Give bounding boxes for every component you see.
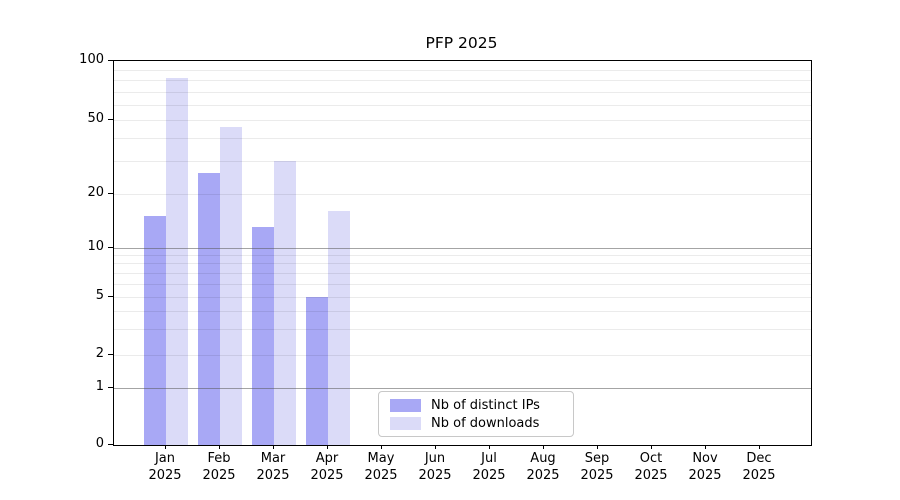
x-tick-label-jan: Jan 2025 (148, 451, 182, 483)
y-tick-mark (108, 60, 113, 62)
legend-label-downloads: Nb of downloads (431, 415, 540, 431)
y-tick-label-5: 5 (95, 288, 104, 303)
x-tick-label-apr: Apr 2025 (310, 451, 344, 483)
gridline-minor (114, 138, 811, 139)
x-tick-label-oct: Oct 2025 (634, 451, 668, 483)
x-tick-mark (489, 445, 490, 449)
legend-entry-distinct-ips: Nb of distinct IPs (390, 398, 573, 413)
gridline-minor (114, 255, 811, 257)
x-tick-mark (381, 445, 382, 449)
legend-entry-downloads: Nb of downloads (390, 416, 573, 431)
x-tick-mark (651, 445, 652, 449)
y-tick-mark (108, 387, 113, 388)
gridline-major (114, 247, 811, 249)
bar-jan-distinct-ips (144, 216, 166, 445)
gridline-minor (114, 91, 811, 93)
bar-feb-distinct-ips (198, 172, 220, 445)
y-tick-label-0: 0 (95, 436, 104, 451)
x-tick-mark (165, 445, 166, 449)
gridline-minor (114, 311, 811, 313)
y-tick-label-2: 2 (95, 345, 104, 361)
y-tick-mark (108, 118, 113, 120)
x-tick-label-mar: Mar 2025 (256, 451, 290, 483)
gridline-minor (114, 161, 811, 163)
x-tick-label-feb: Feb 2025 (202, 451, 236, 483)
gridline-minor (114, 80, 811, 82)
x-tick-label-jul: Jul 2025 (472, 451, 506, 483)
y-tick-mark (108, 296, 113, 297)
legend-swatch-distinct-ips-icon (390, 398, 421, 412)
gridline-minor (114, 70, 811, 72)
y-tick-label-20: 20 (87, 185, 104, 201)
gridline-minor (114, 104, 811, 106)
x-tick-mark (705, 445, 706, 449)
y-tick-mark (108, 246, 113, 248)
gridline-minor (114, 263, 811, 265)
y-tick-label-50: 50 (87, 110, 104, 126)
x-tick-label-nov: Nov 2025 (688, 451, 722, 483)
legend: Nb of distinct IPs Nb of downloads (378, 391, 574, 437)
bar-mar-downloads (274, 161, 296, 445)
gridline-minor (114, 354, 811, 356)
bar-mar-distinct-ips (252, 227, 274, 445)
bar-jan-downloads (166, 78, 188, 445)
y-tick-label-100: 100 (79, 52, 104, 68)
bar-apr-distinct-ips (306, 297, 328, 445)
bar-feb-downloads (220, 126, 242, 445)
x-tick-mark (435, 445, 436, 449)
x-tick-label-sep: Sep 2025 (580, 451, 614, 483)
x-tick-mark (543, 445, 544, 449)
gridline-major (114, 388, 811, 389)
x-tick-mark (759, 445, 760, 449)
gridline-minor (114, 272, 811, 274)
y-tick-label-1: 1 (95, 379, 104, 394)
plot-area (113, 60, 812, 446)
y-tick-mark (108, 444, 113, 445)
gridline-minor (114, 119, 811, 121)
x-tick-mark (273, 445, 274, 449)
x-tick-label-may: May 2025 (364, 451, 398, 483)
y-tick-mark (108, 353, 113, 355)
gridline-minor (114, 194, 811, 196)
x-tick-mark (597, 445, 598, 449)
x-tick-mark (327, 445, 328, 449)
legend-label-distinct-ips: Nb of distinct IPs (431, 397, 540, 413)
gridline-minor (114, 283, 811, 285)
x-tick-mark (219, 445, 220, 449)
x-tick-label-aug: Aug 2025 (526, 451, 560, 483)
y-tick-label-10: 10 (87, 238, 104, 254)
gridline-minor (114, 297, 811, 298)
x-tick-label-jun: Jun 2025 (418, 451, 452, 483)
chart-title: PFP 2025 (425, 34, 498, 52)
x-tick-label-dec: Dec 2025 (742, 451, 776, 483)
bar-apr-downloads (328, 211, 350, 445)
gridline-minor (114, 329, 811, 331)
legend-swatch-downloads-icon (390, 416, 421, 430)
y-tick-mark (108, 193, 113, 195)
